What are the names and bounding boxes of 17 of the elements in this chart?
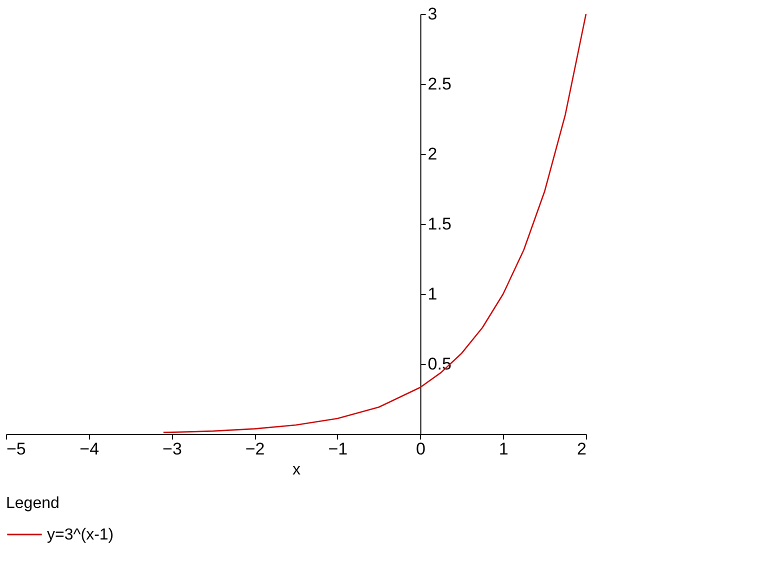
y-tick-label: 3 [428,4,438,24]
x-tick-label: 1 [498,440,508,458]
x-tick-label: −5 [6,440,26,458]
x-tick-label: 2 [577,440,586,458]
legend-title: Legend [6,495,60,512]
x-tick-label: −3 [162,440,182,458]
y-tick-label: 1 [428,284,438,304]
x-axis-title: x [292,462,300,478]
x-tick-label: −2 [245,440,265,458]
y-tick-label: 2 [428,144,438,164]
legend-label: y=3^(x-1) [47,526,114,544]
x-tick-label: 0 [416,440,426,458]
y-tick-label: 1.5 [428,214,452,234]
y-tick-label: 0.5 [428,354,452,374]
x-tick-label: −1 [328,440,348,458]
x-tick-label: −4 [80,440,100,458]
y-tick-label: 2.5 [428,74,452,94]
